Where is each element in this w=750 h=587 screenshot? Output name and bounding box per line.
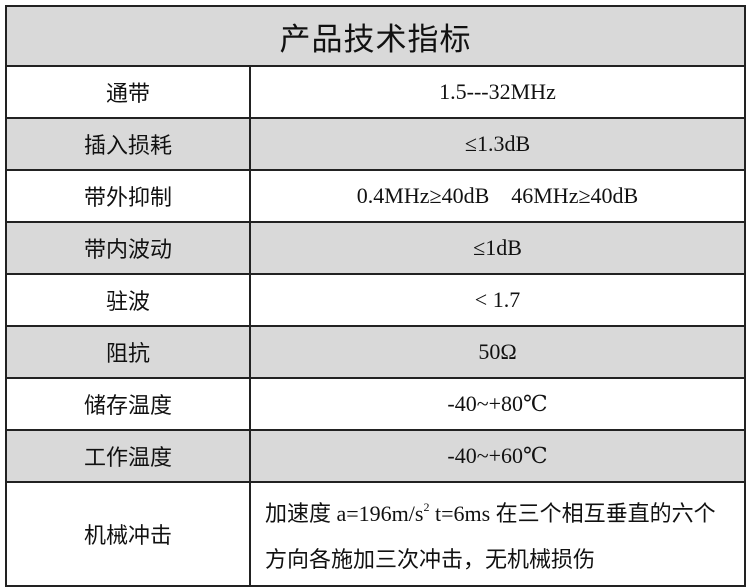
spec-label: 阻抗 bbox=[5, 325, 251, 379]
spec-label: 储存温度 bbox=[5, 377, 251, 431]
table-title: 产品技术指标 bbox=[5, 5, 746, 67]
table-row: 工作温度 -40~+60℃ bbox=[5, 429, 746, 483]
table-row: 带外抑制 0.4MHz≥40dB 46MHz≥40dB bbox=[5, 169, 746, 223]
spec-label: 插入损耗 bbox=[5, 117, 251, 171]
spec-value: < 1.7 bbox=[249, 273, 746, 327]
table-row: 机械冲击 加速度 a=196m/s2 t=6ms 在三个相互垂直的六个方向各施加… bbox=[5, 481, 746, 587]
spec-label: 工作温度 bbox=[5, 429, 251, 483]
table-row: 驻波 < 1.7 bbox=[5, 273, 746, 327]
shock-superscript: 2 bbox=[423, 500, 430, 514]
table-row: 通带 1.5---32MHz bbox=[5, 65, 746, 119]
spec-value: 0.4MHz≥40dB 46MHz≥40dB bbox=[249, 169, 746, 223]
spec-value: 加速度 a=196m/s2 t=6ms 在三个相互垂直的六个方向各施加三次冲击，… bbox=[249, 481, 746, 587]
spec-value: -40~+80℃ bbox=[249, 377, 746, 431]
title-row: 产品技术指标 bbox=[5, 5, 746, 67]
spec-value: ≤1.3dB bbox=[249, 117, 746, 171]
spec-value: 50Ω bbox=[249, 325, 746, 379]
spec-label: 机械冲击 bbox=[5, 481, 251, 587]
table-row: 阻抗 50Ω bbox=[5, 325, 746, 379]
table-row: 带内波动 ≤1dB bbox=[5, 221, 746, 275]
spec-value: ≤1dB bbox=[249, 221, 746, 275]
spec-value: -40~+60℃ bbox=[249, 429, 746, 483]
shock-text-b: t=6ms 在三个相互垂直的六个方向各施加三次冲击，无机械损伤 bbox=[265, 501, 716, 572]
table-row: 插入损耗 ≤1.3dB bbox=[5, 117, 746, 171]
spec-label: 通带 bbox=[5, 65, 251, 119]
spec-table: 产品技术指标 通带 1.5---32MHz 插入损耗 ≤1.3dB 带外抑制 0.4M… bbox=[5, 5, 746, 587]
shock-text-a: 加速度 a=196m/s bbox=[265, 501, 424, 526]
spec-label: 带内波动 bbox=[5, 221, 251, 275]
spec-label: 驻波 bbox=[5, 273, 251, 327]
spec-value: 1.5---32MHz bbox=[249, 65, 746, 119]
table-row: 储存温度 -40~+80℃ bbox=[5, 377, 746, 431]
spec-label: 带外抑制 bbox=[5, 169, 251, 223]
